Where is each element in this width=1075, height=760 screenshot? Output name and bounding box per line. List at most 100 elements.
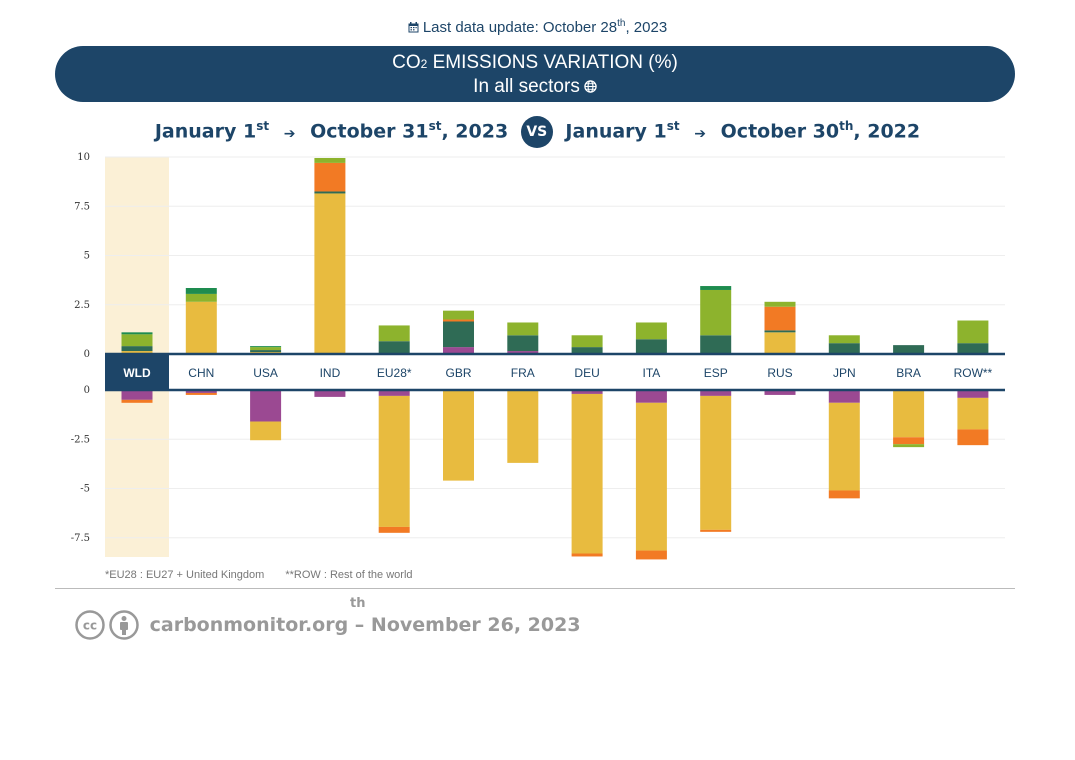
- bar-segment: [764, 332, 796, 354]
- bar-segment: [185, 288, 217, 294]
- y-tick-label: 5: [84, 251, 90, 262]
- y-tick-label: 7.5: [74, 201, 90, 212]
- bar-segment: [250, 346, 282, 348]
- bar-segment: [828, 335, 860, 344]
- bar-segment: [185, 301, 217, 354]
- bar-segment: [507, 390, 539, 463]
- bar-segment: [700, 286, 732, 290]
- x-tick-label: DEU: [574, 366, 599, 380]
- footnote-row: **ROW : Rest of the world: [285, 569, 413, 581]
- x-tick-label: FRA: [511, 366, 535, 380]
- period-b-end-sup: th: [839, 119, 854, 134]
- x-tick-label: GBR: [445, 366, 471, 380]
- calendar-icon: [408, 22, 419, 33]
- y-tick-label: -5: [80, 484, 90, 495]
- vs-badge: VS: [520, 116, 553, 148]
- bar-segment: [314, 191, 346, 194]
- period-a-start: January 1: [154, 120, 257, 143]
- period-a-start-sup: st: [256, 119, 270, 134]
- bar-segment: [571, 335, 603, 348]
- period-b-start-sup: st: [666, 119, 680, 134]
- bar-segment: [185, 390, 217, 393]
- globe-icon: [584, 80, 597, 93]
- y-tick-label: 0: [84, 349, 90, 360]
- bar-segment: [250, 421, 282, 441]
- bar-segment: [314, 193, 346, 354]
- svg-text:cc: cc: [83, 619, 97, 633]
- title-co: CO: [392, 52, 421, 73]
- attribution-person-icon: [109, 610, 139, 640]
- period-b-end-year: , 2022: [853, 120, 921, 143]
- divider: [55, 588, 1015, 589]
- arrow-right-icon: ➔: [283, 125, 296, 142]
- y-tick-label: -7.5: [71, 533, 90, 544]
- footer-text: carbonmonitor.org – November 26, 2023: [149, 614, 581, 636]
- x-tick-label: IND: [320, 366, 341, 380]
- period-a-end-sup: st: [428, 119, 442, 134]
- bar-segment: [700, 390, 732, 396]
- bar-segment: [635, 402, 667, 551]
- bar-segment: [893, 444, 925, 448]
- bar-segment: [957, 429, 989, 446]
- bar-segment: [828, 490, 860, 499]
- chart-subtitle: In all sectors: [55, 75, 1015, 99]
- update-sup: th: [617, 18, 626, 29]
- bar-segment: [121, 346, 153, 352]
- bar-segment: [121, 399, 153, 403]
- period-b-start: January 1: [565, 120, 667, 143]
- bar-segment: [507, 351, 539, 354]
- bar-segment: [635, 390, 667, 403]
- emissions-chart: 0 2.5 5 7.5 10 0 -2.5 -5 -7.5 WLD CHN USA IND EU28* GB…: [71, 152, 1005, 560]
- bar-segment: [443, 319, 474, 322]
- bar-segment: [185, 392, 217, 395]
- period-b-end: October 30: [720, 120, 840, 143]
- bar-segment: [314, 157, 346, 163]
- bar-segment: [571, 347, 603, 354]
- bar-segment: [700, 395, 732, 530]
- bar-segment: [700, 289, 732, 336]
- chart-title: CO2 EMISSIONS VARIATION (%): [55, 52, 1015, 75]
- x-tick-label: BRA: [896, 366, 921, 380]
- footer: cc th carbonmonitor.org – November 26, 2…: [75, 596, 581, 640]
- subtitle-text: In all sectors: [473, 76, 580, 97]
- x-tick-label: JPN: [833, 366, 856, 380]
- bar-segment: [250, 350, 282, 353]
- x-tick-label: ROW**: [954, 366, 993, 380]
- bar-segment: [764, 330, 796, 333]
- last-update: Last data update: October 28th, 2023: [0, 18, 1075, 36]
- bar-segment: [378, 341, 410, 354]
- bar-segment: [378, 325, 410, 342]
- bar-segment: [764, 306, 796, 331]
- bar-segment: [764, 390, 796, 395]
- x-tick-label: ESP: [704, 366, 728, 380]
- bar-segment: [700, 529, 732, 532]
- update-label: Last data update: October 28: [422, 19, 618, 36]
- bar-segment: [957, 397, 989, 430]
- bar-segment: [378, 526, 410, 533]
- y-tick-label: 0: [84, 385, 90, 396]
- bar-segment: [635, 322, 667, 340]
- bar-segment: [378, 390, 410, 396]
- title-subscript: 2: [420, 57, 428, 71]
- x-tick-label: RUS: [767, 366, 792, 380]
- bar-segment: [314, 390, 346, 397]
- bar-segment: [121, 332, 153, 335]
- bar-segment: [957, 390, 989, 398]
- y-tick-label: 10: [77, 152, 90, 163]
- bar-segment: [828, 402, 860, 491]
- bar-segment: [571, 390, 603, 394]
- bar-segment: [443, 321, 474, 348]
- y-tick-label: 2.5: [74, 300, 90, 311]
- bar-segment: [893, 437, 925, 445]
- period-a-end: October 31: [310, 120, 429, 143]
- bar-segment: [443, 310, 474, 320]
- period-comparison: January 1st ➔ October 31st, 2023 VS Janu…: [0, 116, 1075, 148]
- selected-category-box: [105, 354, 169, 390]
- bar-segment: [443, 390, 474, 481]
- bar-segment: [828, 390, 860, 403]
- y-tick-label: -2.5: [71, 434, 90, 445]
- x-tick-label: EU28*: [377, 366, 412, 380]
- bar-segment: [250, 347, 282, 351]
- creative-commons-icon: cc: [75, 610, 105, 640]
- bar-segment: [507, 335, 539, 352]
